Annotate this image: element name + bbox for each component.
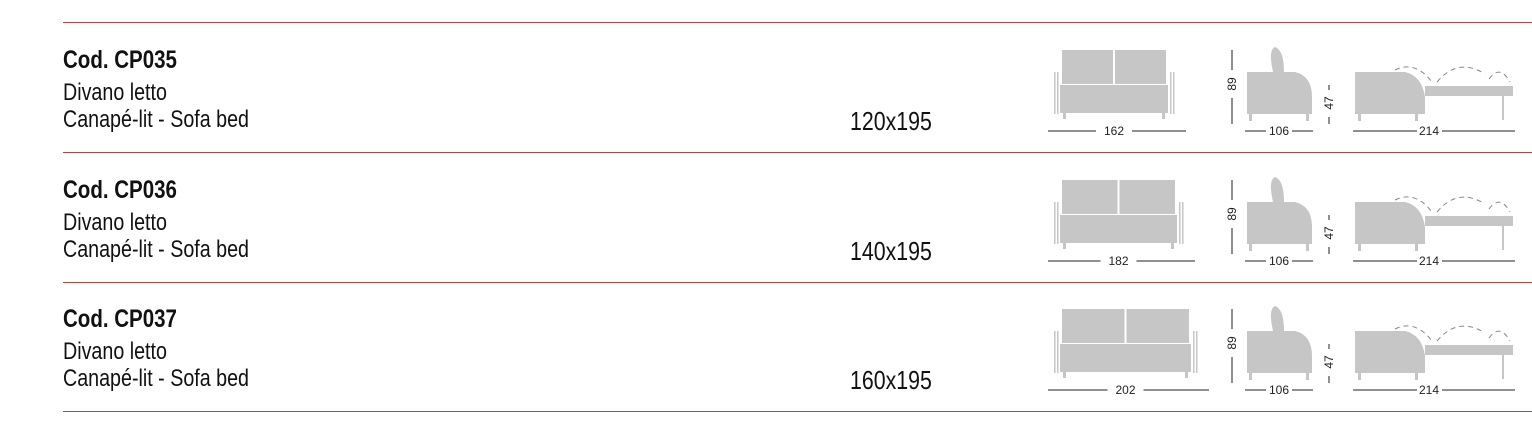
product-row: Cod. CP036 Divano letto Canapé-lit - Sof… [0, 152, 1532, 282]
divider [63, 282, 1532, 283]
width-label: 202 [1115, 383, 1135, 397]
seat-height-label: 47 [1322, 96, 1336, 110]
height-label: 89 [1225, 77, 1239, 91]
depth-label: 106 [1269, 254, 1289, 268]
depth-label: 106 [1269, 383, 1289, 397]
width-label: 182 [1108, 254, 1128, 268]
height-label: 89 [1225, 207, 1239, 221]
product-name-translations: Canapé-lit - Sofa bed [63, 106, 249, 133]
product-code: Cod. CP036 [63, 176, 177, 204]
bed-size: 140x195 [850, 236, 932, 266]
divider [63, 152, 1532, 153]
bed-size: 160x195 [850, 365, 932, 395]
front-view [1048, 309, 1209, 391]
dimension-drawings: 202 89 47 106 214 [1048, 306, 1515, 397]
product-row: Cod. CP035 Divano letto Canapé-lit - Sof… [0, 22, 1532, 152]
product-name: Divano letto [63, 79, 167, 106]
product-name: Divano letto [63, 338, 167, 365]
open-bed-view [1353, 196, 1515, 262]
depth-label: 106 [1269, 124, 1289, 138]
bed-size: 120x195 [850, 106, 932, 136]
open-bed-view [1353, 66, 1515, 132]
front-view [1048, 180, 1195, 262]
product-row: Cod. CP037 Divano letto Canapé-lit - Sof… [0, 281, 1532, 411]
divider [63, 22, 1532, 23]
product-code: Cod. CP037 [63, 305, 177, 333]
seat-height-label: 47 [1322, 226, 1336, 240]
open-bed-view [1353, 325, 1515, 391]
dimension-drawings: 162 89 47 106 214 [1048, 47, 1515, 138]
height-label: 89 [1225, 336, 1239, 350]
open-length-label: 214 [1419, 124, 1439, 138]
side-view [1231, 306, 1413, 391]
product-name-translations: Canapé-lit - Sofa bed [63, 236, 249, 263]
front-view [1048, 50, 1186, 132]
side-view [1231, 177, 1413, 262]
divider [63, 411, 1532, 412]
open-length-label: 214 [1419, 383, 1439, 397]
width-label: 162 [1104, 124, 1124, 138]
product-name-translations: Canapé-lit - Sofa bed [63, 365, 249, 392]
product-code: Cod. CP035 [63, 46, 177, 74]
product-name: Divano letto [63, 209, 167, 236]
dimension-drawings: 182 89 47 106 214 [1048, 177, 1515, 268]
seat-height-label: 47 [1322, 355, 1336, 369]
open-length-label: 214 [1419, 254, 1439, 268]
